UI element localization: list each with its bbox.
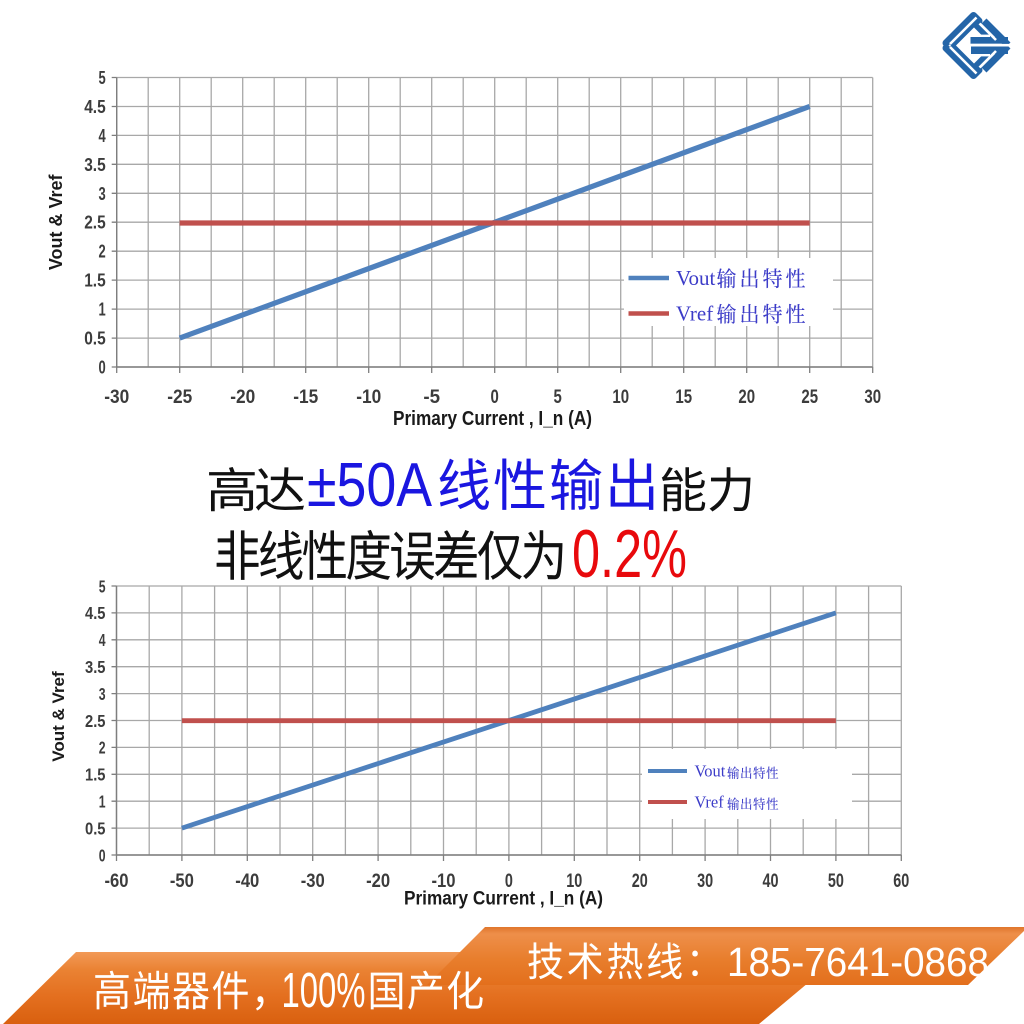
svg-text:25: 25: [801, 387, 818, 408]
svg-text:4: 4: [99, 630, 106, 650]
svg-text:1: 1: [99, 300, 106, 320]
svg-text:Vout & Vref: Vout & Vref: [46, 173, 66, 270]
svg-text:30: 30: [864, 387, 881, 408]
svg-text:Vout: Vout: [676, 266, 715, 290]
svg-text:20: 20: [738, 387, 755, 408]
svg-text:30: 30: [697, 871, 713, 892]
svg-text:-15: -15: [293, 387, 318, 408]
svg-text:-20: -20: [230, 387, 255, 408]
svg-text:4.5: 4.5: [84, 97, 106, 117]
svg-text:5: 5: [99, 68, 106, 88]
svg-text:Vref: Vref: [695, 792, 725, 811]
svg-text:60: 60: [893, 871, 909, 892]
svg-text:2: 2: [99, 242, 106, 262]
svg-text:Vout: Vout: [695, 761, 726, 780]
svg-text:-20: -20: [366, 871, 390, 892]
svg-text:-40: -40: [235, 871, 259, 892]
svg-text:1.5: 1.5: [85, 765, 106, 785]
svg-text:15: 15: [675, 387, 692, 408]
svg-text:-5: -5: [423, 387, 440, 408]
svg-text:3: 3: [99, 684, 106, 704]
svg-text:-25: -25: [167, 387, 192, 408]
svg-text:20: 20: [632, 871, 648, 892]
svg-text:-10: -10: [356, 387, 381, 408]
svg-text:10: 10: [612, 387, 629, 408]
svg-text:4: 4: [99, 126, 106, 146]
svg-text:Primary Current , I_n (A): Primary Current , I_n (A): [404, 888, 603, 910]
svg-text:1: 1: [99, 792, 106, 812]
svg-text:0: 0: [491, 387, 499, 408]
svg-text:100%: 100%: [282, 964, 366, 1018]
svg-text:2.5: 2.5: [84, 213, 106, 233]
svg-text:0.5: 0.5: [84, 329, 106, 349]
svg-text:Vout & Vref: Vout & Vref: [49, 671, 68, 762]
svg-text:10: 10: [566, 871, 582, 892]
svg-text:-50: -50: [170, 871, 194, 892]
svg-text:5: 5: [99, 576, 106, 596]
svg-text:4.5: 4.5: [85, 603, 106, 623]
svg-text:5: 5: [554, 387, 563, 408]
svg-text:3.5: 3.5: [84, 155, 106, 175]
svg-text:2: 2: [99, 738, 106, 758]
svg-text:Primary Current , I_n (A): Primary Current , I_n (A): [393, 408, 592, 430]
svg-text:3.5: 3.5: [85, 657, 106, 677]
svg-text:Vref: Vref: [676, 301, 713, 325]
svg-text:-60: -60: [105, 871, 129, 892]
svg-text:185-7641-0868: 185-7641-0868: [727, 939, 989, 985]
svg-text:2.5: 2.5: [85, 711, 106, 731]
svg-text:3: 3: [99, 184, 106, 204]
svg-text:0.2%: 0.2%: [572, 516, 687, 592]
svg-text:0: 0: [99, 845, 106, 865]
svg-text:-30: -30: [301, 871, 325, 892]
svg-text:-10: -10: [432, 871, 456, 892]
svg-text:40: 40: [763, 871, 779, 892]
svg-text:0.5: 0.5: [85, 818, 106, 838]
svg-text:50: 50: [828, 871, 844, 892]
svg-text:±50A: ±50A: [307, 451, 433, 520]
svg-text:-30: -30: [104, 387, 129, 408]
svg-text:0: 0: [99, 358, 106, 378]
svg-text:0: 0: [505, 871, 513, 892]
svg-text:1.5: 1.5: [84, 271, 106, 291]
